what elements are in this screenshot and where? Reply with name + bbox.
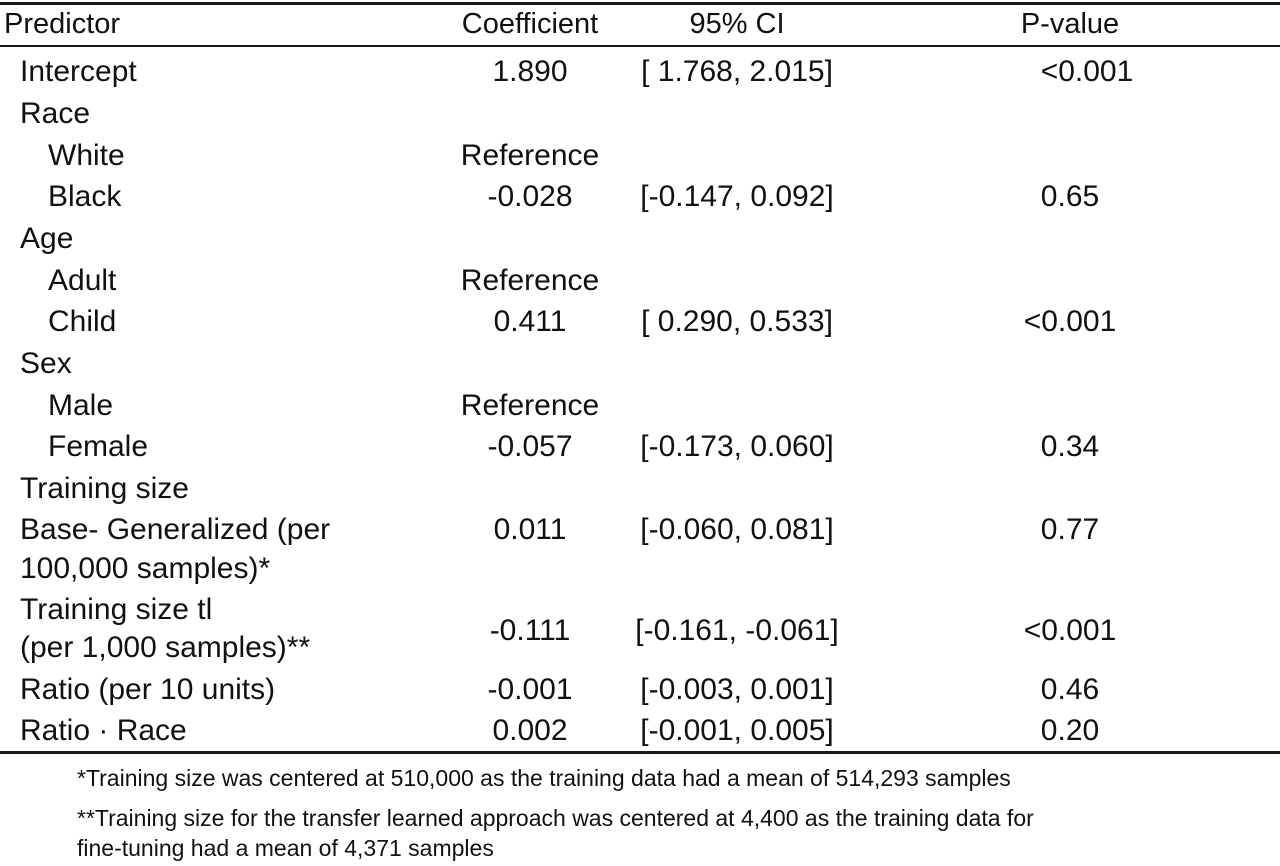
row-pvalue: <0.001 xyxy=(1023,614,1117,647)
row-predictor: Training size xyxy=(20,472,189,505)
footnote-2: **Training size for the transfer learned… xyxy=(77,805,1034,831)
row-predictor: Sex xyxy=(20,347,72,380)
row-pvalue: 0.77 xyxy=(1040,513,1100,546)
row-predictor: Intercept xyxy=(20,55,137,88)
row-predictor-continued: (per 1,000 samples)** xyxy=(20,631,311,664)
row-coefficient: -0.057 xyxy=(487,430,573,463)
row-predictor: Ratio · Race xyxy=(20,714,187,747)
row-predictor: White xyxy=(48,139,125,172)
row-coefficient: -0.111 xyxy=(489,614,571,647)
row-coefficient: 0.411 xyxy=(493,305,567,338)
row-coefficient: 0.011 xyxy=(493,513,567,546)
footnote-2-continued: fine-tuning had a mean of 4,371 samples xyxy=(77,835,494,861)
row-ci: [-0.003, 0.001] xyxy=(640,673,834,706)
row-coefficient: -0.028 xyxy=(487,180,573,213)
row-ci: [-0.173, 0.060] xyxy=(640,430,834,463)
row-ci: [-0.060, 0.081] xyxy=(640,513,834,546)
row-pvalue: <0.001 xyxy=(1023,305,1117,338)
row-predictor: Race xyxy=(20,97,91,130)
row-pvalue: 0.65 xyxy=(1040,180,1100,213)
row-coefficient: Reference xyxy=(460,139,600,172)
row-ci: [ 0.290, 0.533] xyxy=(641,305,833,338)
row-predictor: Base- Generalized (per xyxy=(20,513,331,546)
row-coefficient: Reference xyxy=(460,389,600,422)
row-predictor: Age xyxy=(20,222,74,255)
row-pvalue: 0.46 xyxy=(1040,673,1100,706)
header-predictor: Predictor xyxy=(4,8,121,40)
table-bottom-rule xyxy=(0,751,1280,754)
row-predictor: Ratio (per 10 units) xyxy=(20,673,276,706)
row-coefficient: -0.001 xyxy=(487,673,573,706)
table-top-rule xyxy=(0,2,1280,5)
row-predictor: Female xyxy=(48,430,149,463)
row-coefficient: 0.002 xyxy=(492,714,568,747)
header-pvalue: P-value xyxy=(1020,8,1120,40)
header-ci: 95% CI xyxy=(689,8,785,40)
row-predictor: Training size tl xyxy=(20,593,213,626)
header-coefficient: Coefficient xyxy=(461,8,599,40)
row-coefficient: Reference xyxy=(460,264,600,297)
row-ci: [-0.001, 0.005] xyxy=(640,714,834,747)
row-ci: [-0.161, -0.061] xyxy=(635,614,839,647)
row-predictor: Child xyxy=(48,305,117,338)
row-pvalue: 0.34 xyxy=(1040,430,1100,463)
row-predictor-continued: 100,000 samples)* xyxy=(20,552,271,585)
footnote-1: *Training size was centered at 510,000 a… xyxy=(77,765,1011,791)
row-coefficient: 1.890 xyxy=(492,55,568,88)
row-ci: [-0.147, 0.092] xyxy=(640,180,834,213)
row-pvalue: <0.001 xyxy=(1040,55,1134,88)
table-header-rule xyxy=(0,45,1280,47)
row-predictor: Adult xyxy=(48,264,117,297)
row-pvalue: 0.20 xyxy=(1040,714,1100,747)
row-predictor: Black xyxy=(48,180,122,213)
row-predictor: Male xyxy=(48,389,114,422)
row-ci: [ 1.768, 2.015] xyxy=(641,55,833,88)
